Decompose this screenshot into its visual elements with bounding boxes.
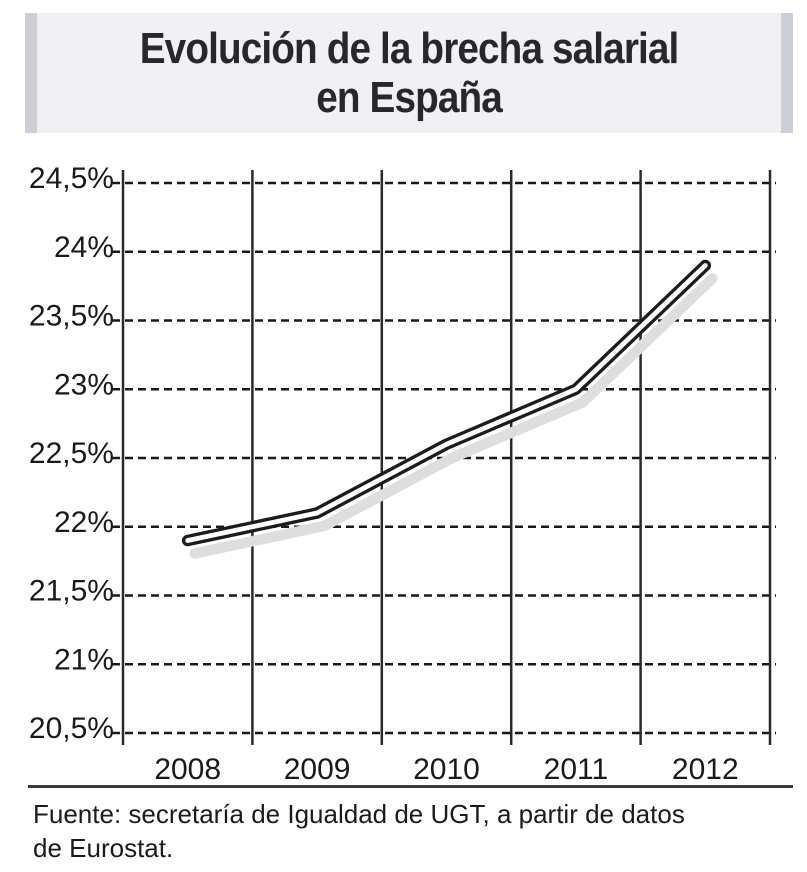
title-box: Evolución de la brecha salarial en Españ…: [25, 13, 793, 133]
y-axis-label: 20,5%: [29, 712, 114, 745]
y-axis-label: 21%: [54, 643, 114, 676]
source-note-line2: de Eurostat.: [33, 833, 174, 864]
series-line-outline: [181, 259, 712, 547]
title-box-left-bar: [25, 13, 37, 133]
x-axis-label: 2008: [154, 753, 221, 786]
chart-svg: 24,5% 24% 23,5% 23% 22,5% 22% 21,5% 21% 20,5% 200…: [29, 162, 776, 786]
series-line-inner: [185, 263, 708, 543]
y-axis-label: 24,5%: [29, 162, 114, 195]
x-axis-label: 2011: [544, 753, 609, 786]
y-axis-label: 21,5%: [29, 575, 114, 608]
source-note: Fuente: secretaría de Igualdad de UGT, a…: [33, 797, 685, 866]
y-axis-label: 23%: [54, 368, 114, 401]
page-title-line2: en España: [316, 73, 503, 122]
x-axis-label: 2012: [672, 753, 739, 786]
x-axis-label: 2009: [284, 753, 351, 786]
y-axis-label: 22,5%: [29, 437, 114, 470]
y-axis-label: 23,5%: [29, 300, 114, 333]
source-note-line1: Fuente: secretaría de Igualdad de UGT, a…: [33, 799, 685, 829]
y-axis-label: 24%: [54, 231, 114, 264]
page-title-line1: Evolución de la brecha salarial: [139, 23, 680, 73]
y-axis-label: 22%: [54, 506, 114, 539]
x-axis-label: 2010: [413, 753, 480, 786]
series-line-shadow: [189, 273, 718, 559]
page-title: Evolución de la brecha salarial en Españ…: [139, 23, 680, 123]
footer-divider: [28, 785, 793, 788]
title-box-right-bar: [781, 13, 793, 133]
